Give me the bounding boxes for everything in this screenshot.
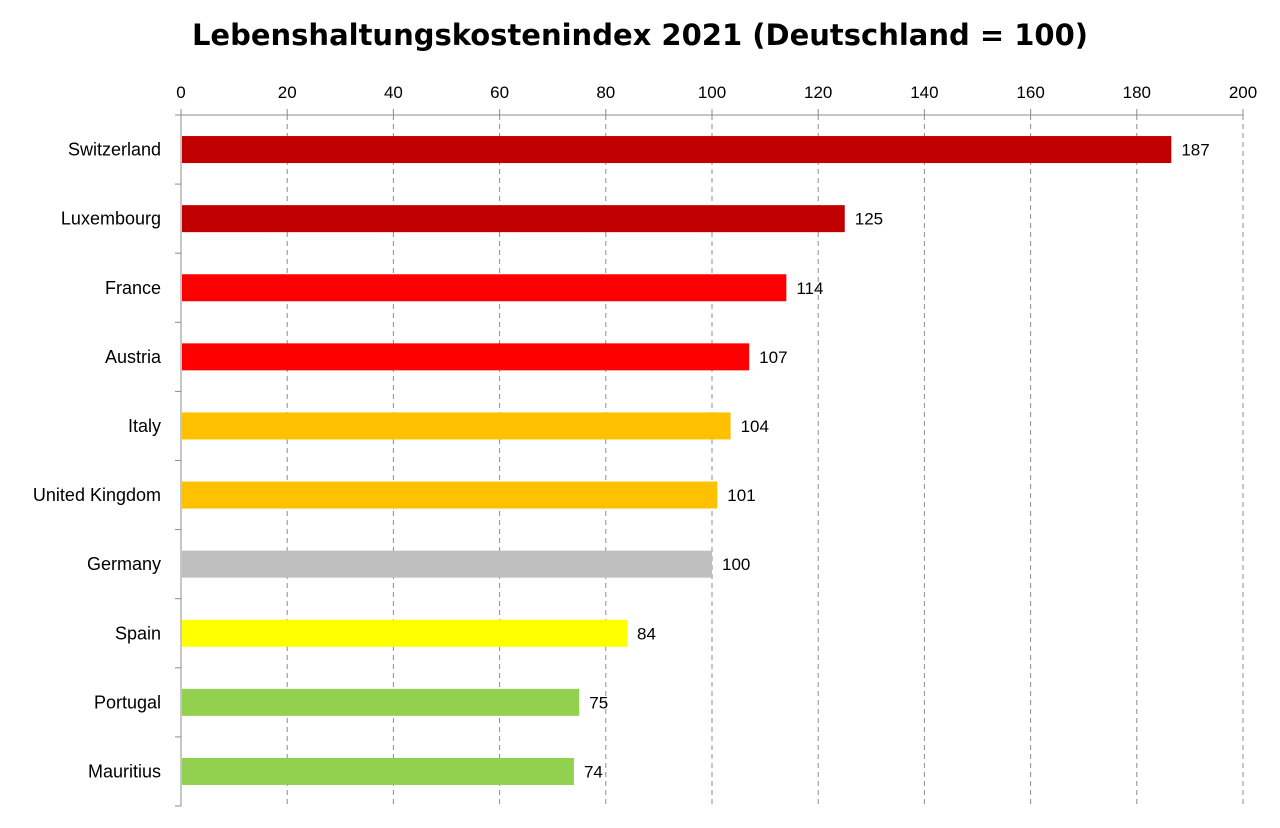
category-label: United Kingdom xyxy=(33,485,161,505)
x-tick-label: 0 xyxy=(176,83,185,102)
data-label: 84 xyxy=(637,624,656,643)
category-label: Austria xyxy=(105,347,162,367)
category-label: Spain xyxy=(115,623,161,643)
x-tick-label: 100 xyxy=(698,83,726,102)
bar-mauritius xyxy=(182,757,574,785)
x-tick-label: 140 xyxy=(910,83,938,102)
data-label: 104 xyxy=(741,417,769,436)
data-label: 114 xyxy=(796,279,823,298)
x-tick-label: 60 xyxy=(490,83,509,102)
chart-title: Lebenshaltungskostenindex 2021 (Deutschl… xyxy=(191,18,1089,52)
bar-spain xyxy=(182,619,628,647)
category-label: Germany xyxy=(87,554,161,574)
category-label: Luxembourg xyxy=(61,209,161,229)
category-label: Switzerland xyxy=(68,140,161,160)
data-label: 74 xyxy=(584,762,603,781)
category-label: France xyxy=(105,278,161,298)
x-tick-label: 160 xyxy=(1016,83,1044,102)
bar-united-kingdom xyxy=(182,481,718,509)
data-label: 187 xyxy=(1181,141,1209,160)
x-tick-label: 120 xyxy=(804,83,832,102)
x-tick-label: 20 xyxy=(278,83,297,102)
category-label: Italy xyxy=(128,416,161,436)
bar-france xyxy=(182,274,787,302)
bar-italy xyxy=(182,412,731,440)
x-tick-label: 200 xyxy=(1229,83,1257,102)
bars xyxy=(182,136,1172,785)
x-tick-label: 40 xyxy=(384,83,403,102)
data-label: 125 xyxy=(855,210,883,229)
bar-switzerland xyxy=(182,136,1172,164)
x-tick-label: 80 xyxy=(596,83,615,102)
bar-portugal xyxy=(182,688,580,716)
data-label: 101 xyxy=(727,486,755,505)
bar-germany xyxy=(182,550,712,578)
category-label: Portugal xyxy=(94,692,161,712)
labels: 0 20 40 60 80 100 120 140 160 180 200 Switzerland 18… xyxy=(33,83,1257,781)
data-label: 100 xyxy=(722,555,750,574)
category-label: Mauritius xyxy=(88,761,161,781)
axes xyxy=(175,109,1244,807)
bar-austria xyxy=(182,343,750,371)
data-label: 107 xyxy=(759,348,787,367)
data-label: 75 xyxy=(589,693,608,712)
bar-luxembourg xyxy=(182,205,845,233)
x-tick-label: 180 xyxy=(1123,83,1151,102)
grid-lines xyxy=(286,115,1244,806)
